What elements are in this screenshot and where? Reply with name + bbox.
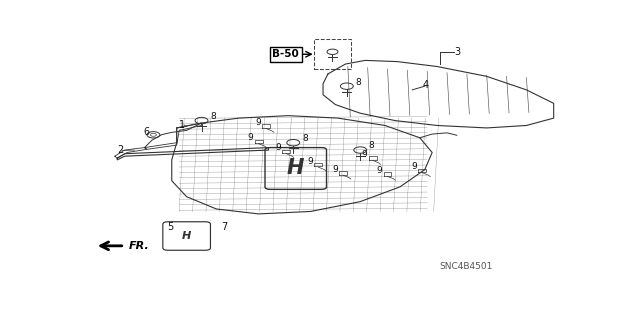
Text: B-50: B-50 [273, 49, 300, 59]
Text: 8: 8 [369, 141, 374, 150]
Text: SNC4B4501: SNC4B4501 [440, 262, 493, 271]
Text: 5: 5 [167, 222, 173, 233]
Text: 8: 8 [210, 112, 216, 121]
Text: 3: 3 [454, 47, 461, 57]
Text: 9: 9 [275, 143, 281, 152]
Text: 6: 6 [143, 127, 150, 137]
Text: 9: 9 [248, 133, 253, 142]
Text: 9: 9 [412, 162, 417, 171]
Text: 4: 4 [422, 80, 428, 90]
Text: H: H [182, 231, 191, 241]
Text: 9: 9 [362, 150, 367, 159]
Text: 9: 9 [255, 118, 261, 127]
Text: 9: 9 [332, 165, 338, 174]
Text: FR.: FR. [129, 241, 149, 251]
Text: 7: 7 [221, 222, 228, 233]
Text: 2: 2 [117, 145, 124, 155]
Text: H: H [287, 159, 305, 178]
Text: 8: 8 [302, 134, 308, 143]
Text: 8: 8 [355, 78, 361, 86]
Text: 1: 1 [179, 120, 186, 130]
Text: 9: 9 [376, 166, 382, 175]
Text: 9: 9 [307, 157, 313, 166]
